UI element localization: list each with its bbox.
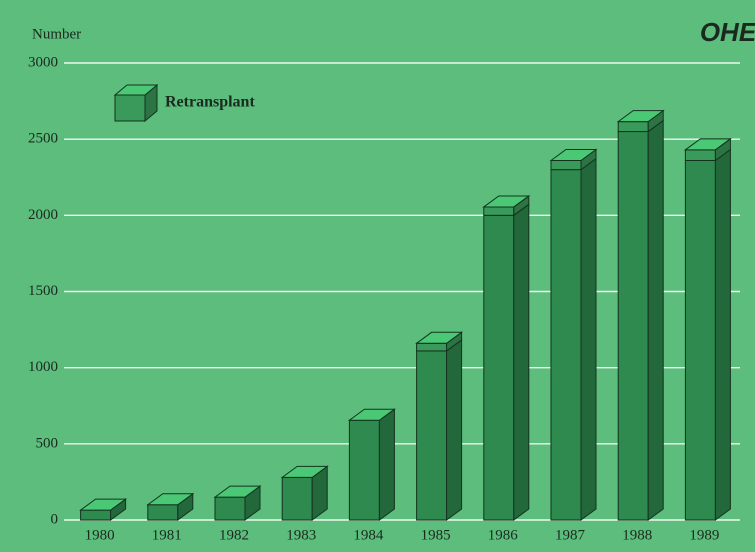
bar-top: [347, 408, 396, 421]
legend-swatch-top: [113, 84, 159, 96]
bar-side: [714, 148, 731, 521]
bar-front: [281, 476, 313, 521]
y-tick-label: 0: [51, 511, 59, 527]
bar-side: [513, 203, 530, 521]
bar-front: [483, 214, 515, 521]
logo: OHE: [700, 17, 755, 47]
bar-front: [348, 419, 380, 521]
bar-front: [684, 149, 716, 161]
bar-top: [683, 138, 732, 151]
x-tick-label: 1983: [286, 527, 316, 543]
bar-front: [80, 509, 112, 521]
bar-top: [146, 493, 195, 506]
bar-front: [416, 342, 448, 352]
y-axis-label: Number: [32, 26, 81, 42]
x-tick-label: 1981: [152, 527, 182, 543]
bar-front: [617, 121, 649, 133]
x-tick-label: 1988: [622, 527, 652, 543]
y-tick-label: 2500: [28, 131, 58, 147]
bar-side: [378, 408, 395, 521]
bar-front: [617, 131, 649, 521]
x-tick-label: 1984: [353, 527, 384, 543]
bar-side: [647, 119, 664, 521]
x-tick-label: 1985: [421, 527, 451, 543]
bar-top: [213, 485, 262, 498]
bar-front: [416, 350, 448, 521]
legend-swatch-front: [114, 94, 146, 122]
bar-top: [79, 498, 128, 511]
y-tick-label: 3000: [28, 54, 58, 70]
bar-front: [684, 159, 716, 521]
x-tick-label: 1986: [488, 527, 519, 543]
bar-top: [616, 110, 665, 123]
y-tick-label: 2000: [28, 207, 58, 223]
bar-side: [446, 338, 463, 521]
bar-top: [280, 465, 329, 478]
y-tick-label: 1500: [28, 283, 58, 299]
bar-top: [482, 195, 531, 208]
legend-label: Retransplant: [165, 94, 255, 111]
bar-front: [214, 496, 246, 521]
bar-front: [483, 206, 515, 216]
x-tick-label: 1982: [219, 527, 249, 543]
x-tick-label: 1980: [85, 527, 115, 543]
y-tick-label: 1000: [28, 359, 58, 375]
bar-front: [550, 159, 582, 171]
bar-top: [549, 148, 598, 161]
bar-side: [580, 157, 597, 521]
x-tick-label: 1989: [689, 527, 719, 543]
bar-front: [550, 169, 582, 521]
y-tick-label: 500: [36, 435, 59, 451]
x-tick-label: 1987: [555, 527, 586, 543]
bar-front: [147, 504, 179, 521]
bar-top: [415, 331, 464, 344]
